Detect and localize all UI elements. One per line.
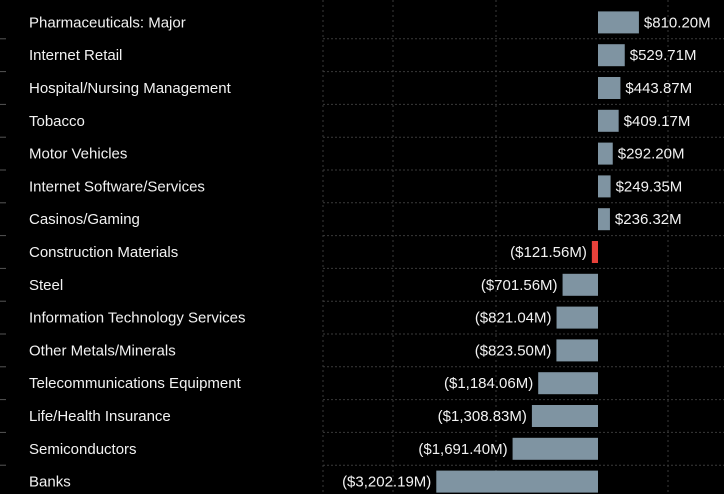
category-label: Casinos/Gaming xyxy=(29,211,140,228)
value-label: ($701.56M) xyxy=(481,277,558,294)
category-label: Pharmaceuticals: Major xyxy=(29,14,186,31)
value-label: $292.20M xyxy=(618,146,685,163)
category-label: Hospital/Nursing Management xyxy=(29,80,232,97)
bar xyxy=(556,306,598,329)
value-label: $529.71M xyxy=(630,47,697,64)
bar xyxy=(598,109,619,132)
bar xyxy=(598,142,613,165)
bar xyxy=(562,273,598,296)
bar xyxy=(538,372,598,395)
value-label: ($3,202.19M) xyxy=(342,474,431,491)
bar xyxy=(556,339,598,362)
value-label: $443.87M xyxy=(625,80,692,97)
value-label: $236.32M xyxy=(615,211,682,228)
bar xyxy=(598,77,621,99)
value-label: $810.20M xyxy=(644,14,711,31)
value-label: ($1,691.40M) xyxy=(418,441,507,458)
category-label: Tobacco xyxy=(29,113,85,130)
bar xyxy=(512,437,598,460)
value-label: ($821.04M) xyxy=(475,310,552,327)
category-label: Telecommunications Equipment xyxy=(29,375,242,392)
category-label: Motor Vehicles xyxy=(29,146,127,163)
bar xyxy=(591,241,598,263)
value-label: $249.35M xyxy=(616,178,683,195)
value-label: ($823.50M) xyxy=(475,342,552,359)
category-label: Semiconductors xyxy=(29,441,137,458)
value-label: ($1,308.83M) xyxy=(438,408,527,425)
category-label: Life/Health Insurance xyxy=(29,408,171,425)
category-label: Other Metals/Minerals xyxy=(29,342,176,359)
category-label: Internet Software/Services xyxy=(29,178,205,195)
value-label: ($1,184.06M) xyxy=(444,375,533,392)
bar xyxy=(436,470,598,493)
vertical-grid xyxy=(322,0,669,494)
category-label: Construction Materials xyxy=(29,244,178,261)
category-label: Information Technology Services xyxy=(29,310,246,327)
category-label: Banks xyxy=(29,474,71,491)
category-label: Internet Retail xyxy=(29,47,122,64)
bar xyxy=(598,11,639,34)
value-label: ($121.56M) xyxy=(510,244,587,261)
value-label: $409.17M xyxy=(624,113,691,130)
category-label: Steel xyxy=(29,277,63,294)
bar xyxy=(598,175,611,198)
bar xyxy=(531,405,598,427)
bar xyxy=(598,208,610,231)
bar xyxy=(598,44,625,67)
